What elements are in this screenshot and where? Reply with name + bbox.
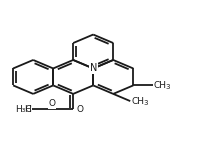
Text: 3: 3 [143,100,148,106]
Text: 3: 3 [166,84,170,90]
Text: H: H [24,105,31,114]
Text: O: O [49,99,56,108]
Text: O: O [76,105,83,114]
Text: CH: CH [154,81,167,90]
Text: H₃C: H₃C [15,105,32,114]
Text: CH: CH [131,97,144,106]
Text: N: N [89,63,97,73]
